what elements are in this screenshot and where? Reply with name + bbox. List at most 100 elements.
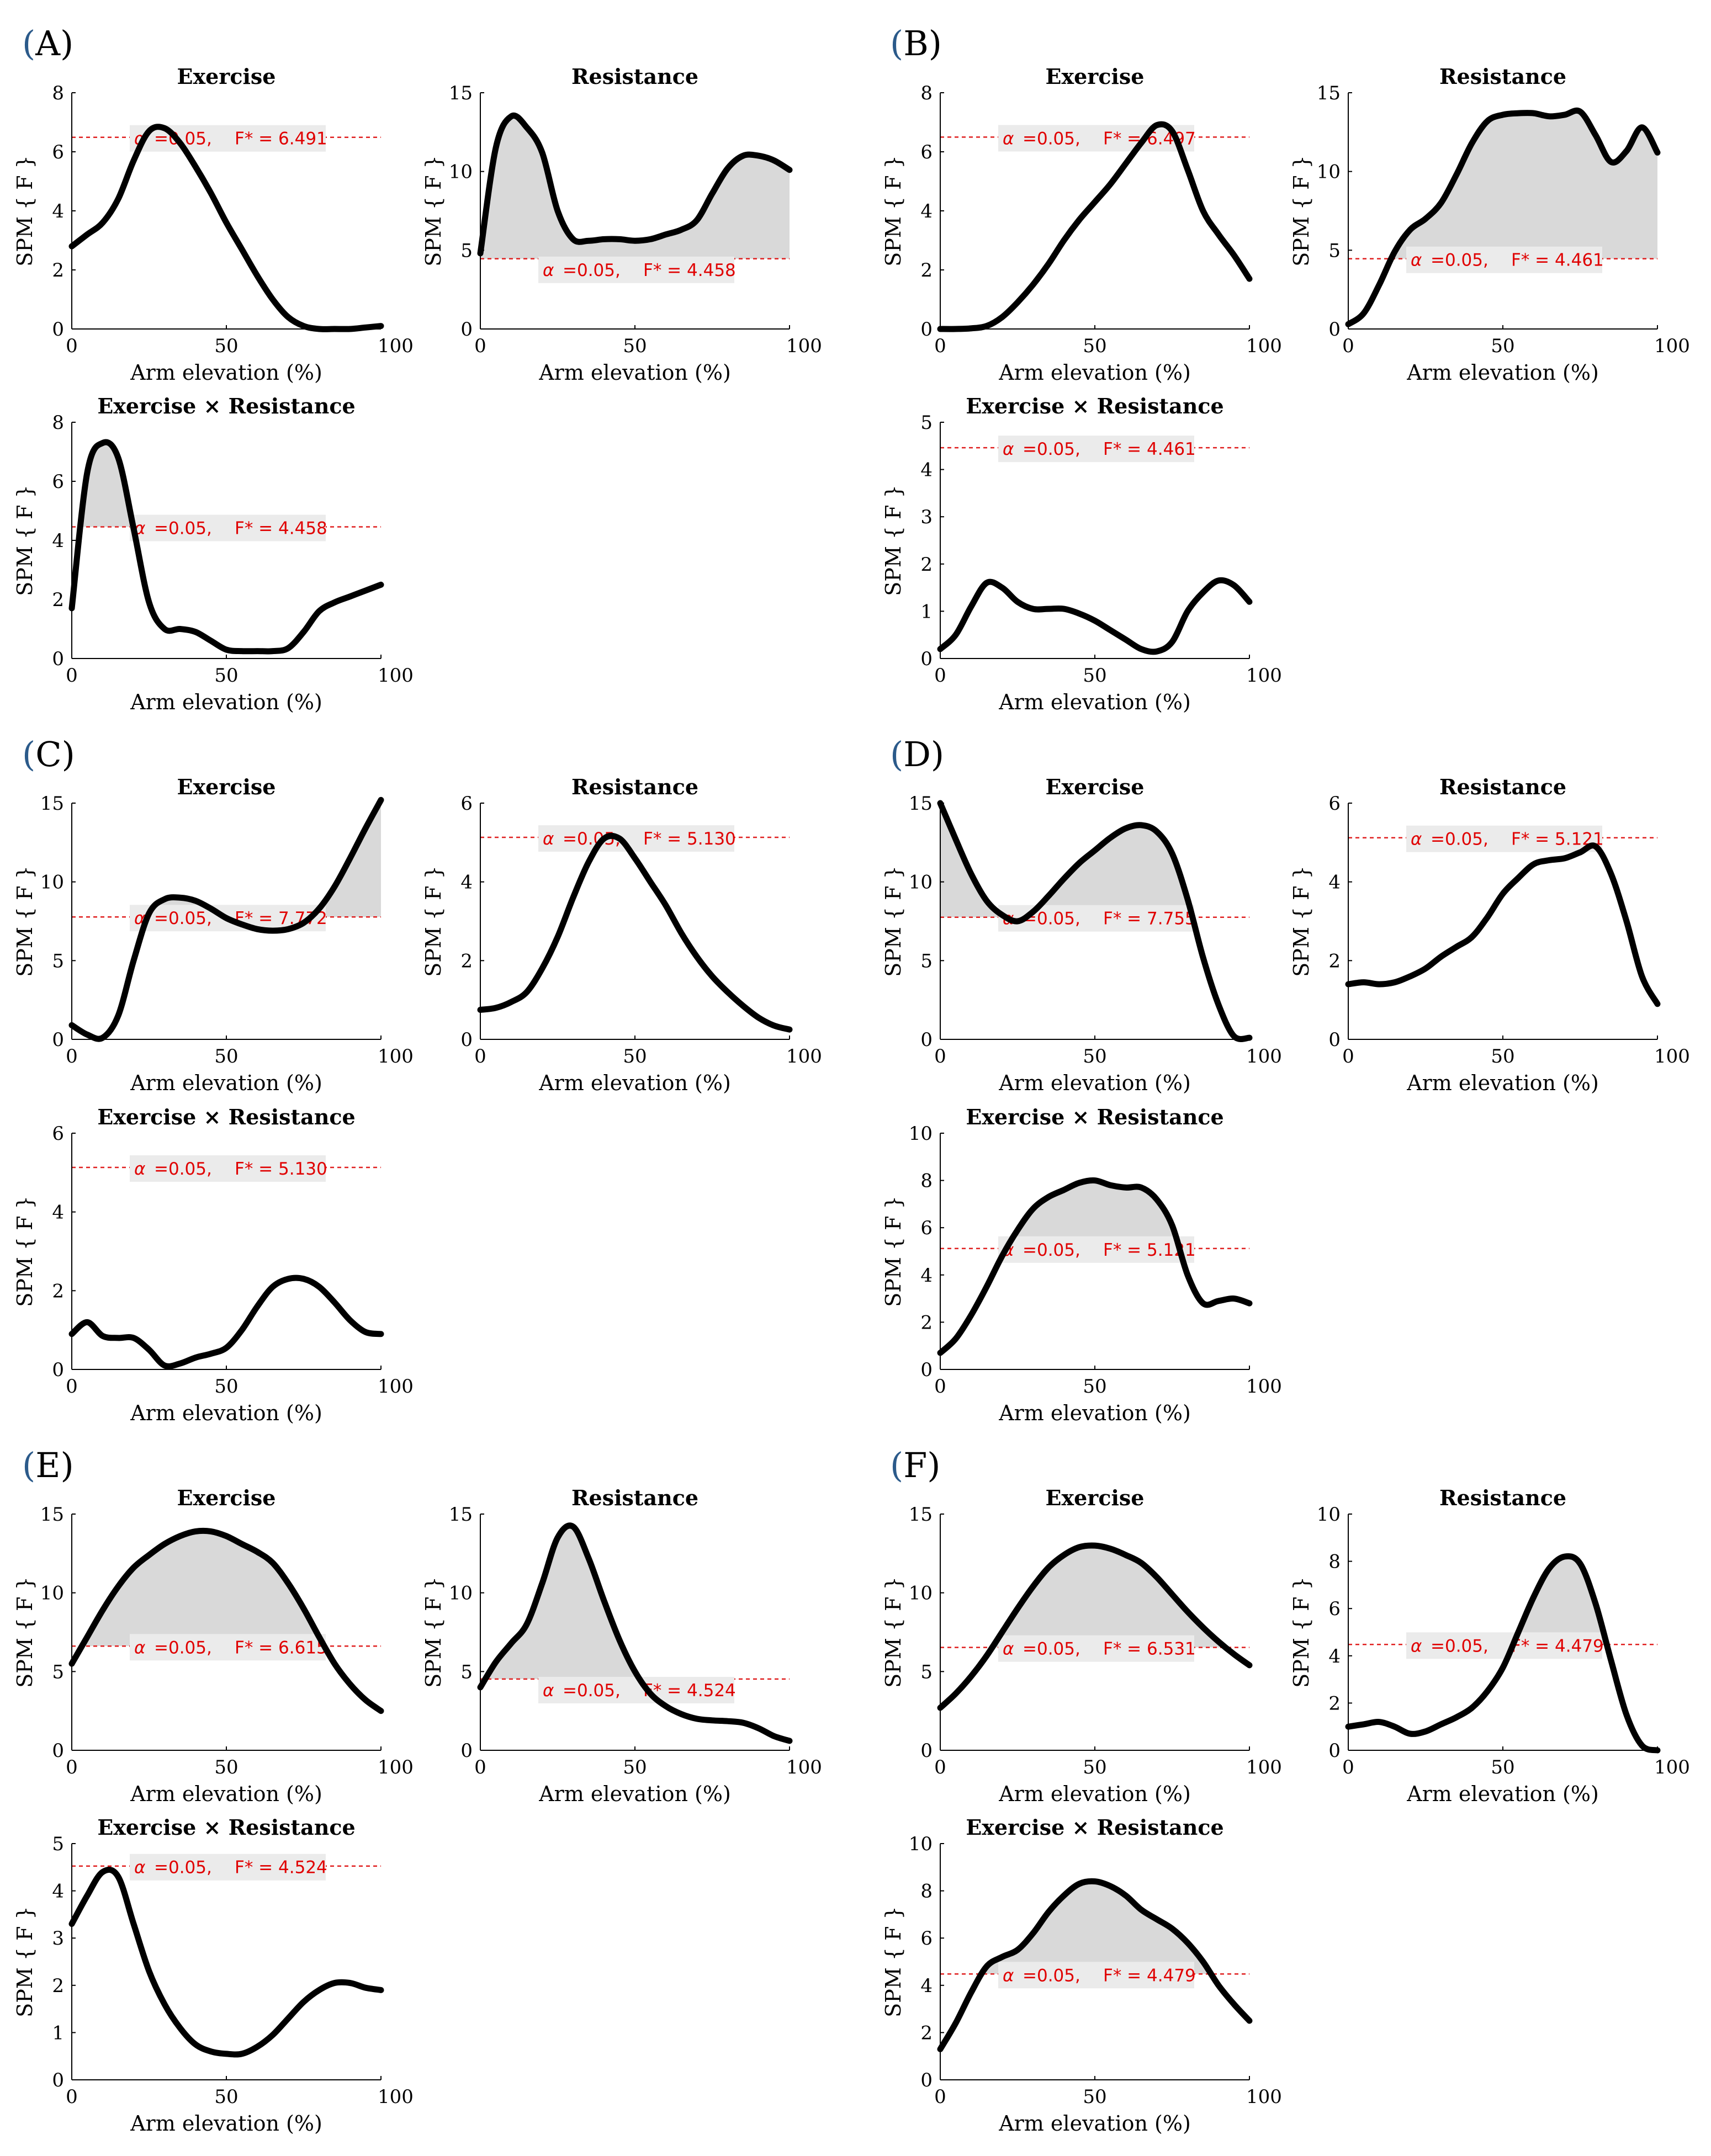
y-axis-label: SPM { F } <box>13 865 37 976</box>
critical-threshold-label: F* = 4.458 <box>643 261 736 280</box>
x-tick-label: 0 <box>934 335 946 357</box>
alpha-symbol: α <box>543 1681 554 1701</box>
threshold-annotation-box <box>998 1635 1194 1662</box>
subplot-title: Exercise × Resistance <box>97 1104 355 1129</box>
y-tick-label: 5 <box>920 1661 933 1683</box>
alpha-symbol: α <box>543 261 554 280</box>
alpha-value: =0.05, <box>1023 129 1080 148</box>
alpha-value: =0.05, <box>1023 1639 1080 1659</box>
suprathreshold-cluster <box>82 1531 324 1647</box>
y-tick-label: 10 <box>1317 161 1341 183</box>
alpha-symbol: α <box>1003 129 1014 148</box>
y-tick-label: 5 <box>52 1833 64 1855</box>
x-tick-label: 50 <box>1083 1376 1106 1398</box>
y-tick-label: 4 <box>1328 872 1341 894</box>
alpha-value: =0.05, <box>1431 251 1488 270</box>
x-tick-label: 50 <box>623 1756 647 1778</box>
x-axis-label: Arm elevation (%) <box>998 690 1191 714</box>
x-axis-label: Arm elevation (%) <box>998 1401 1191 1425</box>
y-tick-label: 6 <box>920 1927 933 1950</box>
alpha-value: =0.05, <box>563 829 621 849</box>
alpha-symbol: α <box>1411 1636 1422 1656</box>
y-tick-label: 1 <box>52 2022 64 2044</box>
threshold-annotation-box <box>998 905 1194 932</box>
y-tick-label: 10 <box>909 872 933 894</box>
y-tick-label: 0 <box>460 318 473 341</box>
x-tick-label: 0 <box>474 1756 486 1778</box>
x-tick-label: 50 <box>214 1045 238 1068</box>
y-tick-label: 8 <box>1328 1551 1341 1573</box>
x-axis-label: Arm elevation (%) <box>538 360 731 385</box>
subplot-e-14: Exercise × Resistance α =0.05, F* = 4.524 0 1… <box>13 1815 414 2136</box>
alpha-value: =0.05, <box>1023 1240 1080 1260</box>
x-axis-label: Arm elevation (%) <box>130 2111 322 2136</box>
x-tick-label: 50 <box>1083 665 1106 687</box>
y-tick-label: 0 <box>460 1740 473 1762</box>
y-tick-label: 3 <box>52 1927 64 1950</box>
alpha-value: =0.05, <box>1431 830 1488 849</box>
y-tick-label: 2 <box>920 259 933 282</box>
alpha-value: =0.05, <box>563 261 621 280</box>
threshold-annotation-box <box>1406 246 1602 273</box>
x-tick-label: 100 <box>1246 335 1282 357</box>
panel-label-d: (D) <box>890 734 944 774</box>
alpha-value: =0.05, <box>154 518 212 538</box>
spm-curve <box>68 1527 384 1714</box>
subplot-f-15: Exercise α =0.05, F* = 6.531 0 5 10 15 0 50 100 Arm… <box>881 1485 1282 1806</box>
x-tick-label: 0 <box>934 2086 946 2108</box>
threshold-annotation-box <box>1406 825 1602 852</box>
spm-curve <box>937 121 1253 332</box>
subplot-title: Resistance <box>571 774 698 799</box>
y-tick-label: 5 <box>920 412 933 434</box>
critical-threshold-label: F* = 4.479 <box>1103 1966 1196 1985</box>
x-axis-label: Arm elevation (%) <box>998 360 1191 385</box>
suprathreshold-cluster <box>486 1525 639 1679</box>
y-tick-label: 4 <box>920 1265 933 1287</box>
critical-threshold-label: F* = 4.461 <box>1511 251 1604 270</box>
alpha-symbol: α <box>1003 1639 1014 1659</box>
x-axis-label: Arm elevation (%) <box>1406 360 1599 385</box>
subplot-e-12: Exercise α =0.05, F* = 6.615 0 5 10 15 0 50 100 Arm… <box>13 1485 414 1806</box>
subplot-a-1: Resistance α =0.05, F* = 4.458 0 5 10 15 0 50 100 A… <box>421 64 822 385</box>
critical-threshold-label: F* = 4.479 <box>1511 1636 1604 1656</box>
alpha-symbol: α <box>543 829 554 849</box>
subplot-title: Resistance <box>1439 1485 1566 1510</box>
y-tick-label: 2 <box>52 259 64 282</box>
critical-threshold-label: F* = 4.461 <box>1103 439 1196 459</box>
y-axis-label: SPM { F } <box>881 1196 905 1307</box>
x-tick-label: 100 <box>378 1376 414 1398</box>
y-tick-label: 0 <box>920 1359 933 1381</box>
spm-curve <box>68 1275 384 1369</box>
y-tick-label: 0 <box>52 318 64 341</box>
y-tick-label: 0 <box>920 648 933 670</box>
x-tick-label: 100 <box>378 2086 414 2108</box>
y-tick-label: 5 <box>52 950 64 972</box>
subplot-c-8: Exercise × Resistance α =0.05, F* = 5.130 0 2… <box>13 1104 414 1425</box>
y-axis-label: SPM { F } <box>421 155 446 266</box>
x-tick-label: 100 <box>786 335 822 357</box>
y-tick-label: 2 <box>920 554 933 576</box>
suprathreshold-cluster <box>1026 825 1193 917</box>
y-tick-label: 0 <box>920 1740 933 1762</box>
y-tick-label: 6 <box>52 1123 64 1145</box>
critical-threshold-label: F* = 4.524 <box>235 1858 327 1878</box>
y-tick-label: 0 <box>1328 1740 1341 1762</box>
spm-curve <box>477 832 793 1033</box>
y-tick-label: 0 <box>920 318 933 341</box>
subplot-title: Resistance <box>1439 64 1566 89</box>
threshold-annotation-box <box>130 514 326 541</box>
x-tick-label: 100 <box>1246 1045 1282 1068</box>
subplot-title: Resistance <box>571 64 698 89</box>
alpha-value: =0.05, <box>1023 439 1080 459</box>
subplot-title: Exercise <box>1046 64 1145 89</box>
y-tick-label: 0 <box>920 1029 933 1051</box>
y-axis-label: SPM { F } <box>13 1576 37 1687</box>
y-tick-label: 6 <box>920 1217 933 1239</box>
y-axis-label: SPM { F } <box>881 865 905 976</box>
y-axis-label: SPM { F } <box>13 485 37 596</box>
